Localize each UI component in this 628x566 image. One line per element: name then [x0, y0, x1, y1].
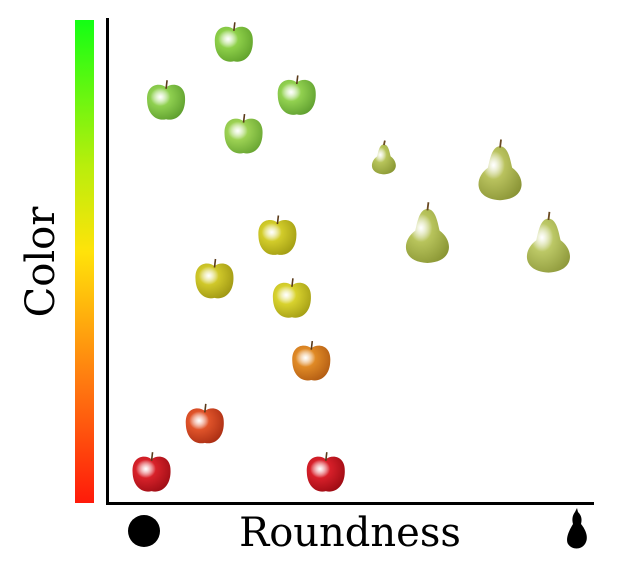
pear-marker: [371, 140, 396, 175]
apple-body: [214, 26, 253, 62]
apple-body: [306, 456, 345, 492]
apple-marker: [272, 278, 311, 318]
apple-body: [277, 79, 316, 115]
pear-stem: [383, 140, 386, 146]
pear-stem: [547, 211, 551, 221]
apple-stem: [233, 22, 236, 31]
apple-marker: [214, 22, 253, 62]
apple-stem: [310, 340, 314, 350]
apple-stem: [295, 75, 299, 85]
apple-stem: [204, 403, 207, 413]
apple-marker: [258, 215, 297, 255]
pear-marker: [526, 211, 570, 273]
pear-marker: [478, 139, 522, 201]
apple-marker: [132, 452, 171, 492]
apple-body: [292, 345, 331, 381]
apple-stem: [325, 452, 328, 461]
apple-body: [272, 282, 311, 318]
color-scale-bar: [75, 20, 94, 503]
apple-marker: [277, 75, 316, 115]
apple-stem: [150, 452, 154, 461]
pear-body: [405, 209, 449, 263]
pear-stem: [499, 139, 502, 148]
fruit-markers: [132, 22, 570, 492]
apple-body: [224, 118, 263, 154]
pear-shape-icon: [567, 508, 587, 549]
apple-stem: [213, 258, 217, 268]
apple-body: [258, 220, 297, 255]
pear-stem: [426, 202, 430, 211]
round-icon: [128, 515, 160, 547]
pear-body: [526, 218, 570, 273]
apple-stem: [242, 113, 246, 123]
pear-marker: [405, 202, 449, 263]
pear-body: [371, 144, 396, 175]
apple-marker: [147, 80, 186, 120]
apple-marker: [224, 113, 263, 154]
apple-stem: [276, 215, 280, 225]
apple-body: [147, 84, 186, 120]
apple-stem: [291, 278, 294, 287]
apple-marker: [185, 403, 224, 444]
apple-stem: [165, 80, 168, 89]
apple-body: [132, 456, 171, 492]
x-axis-label: Roundness: [239, 510, 461, 556]
apple-marker: [292, 340, 331, 381]
pear-body: [478, 146, 522, 201]
apple-body: [195, 263, 234, 299]
y-axis-label: Color: [18, 206, 64, 318]
apple-marker: [306, 452, 345, 492]
apple-marker: [195, 258, 234, 299]
apple-body: [185, 408, 224, 444]
